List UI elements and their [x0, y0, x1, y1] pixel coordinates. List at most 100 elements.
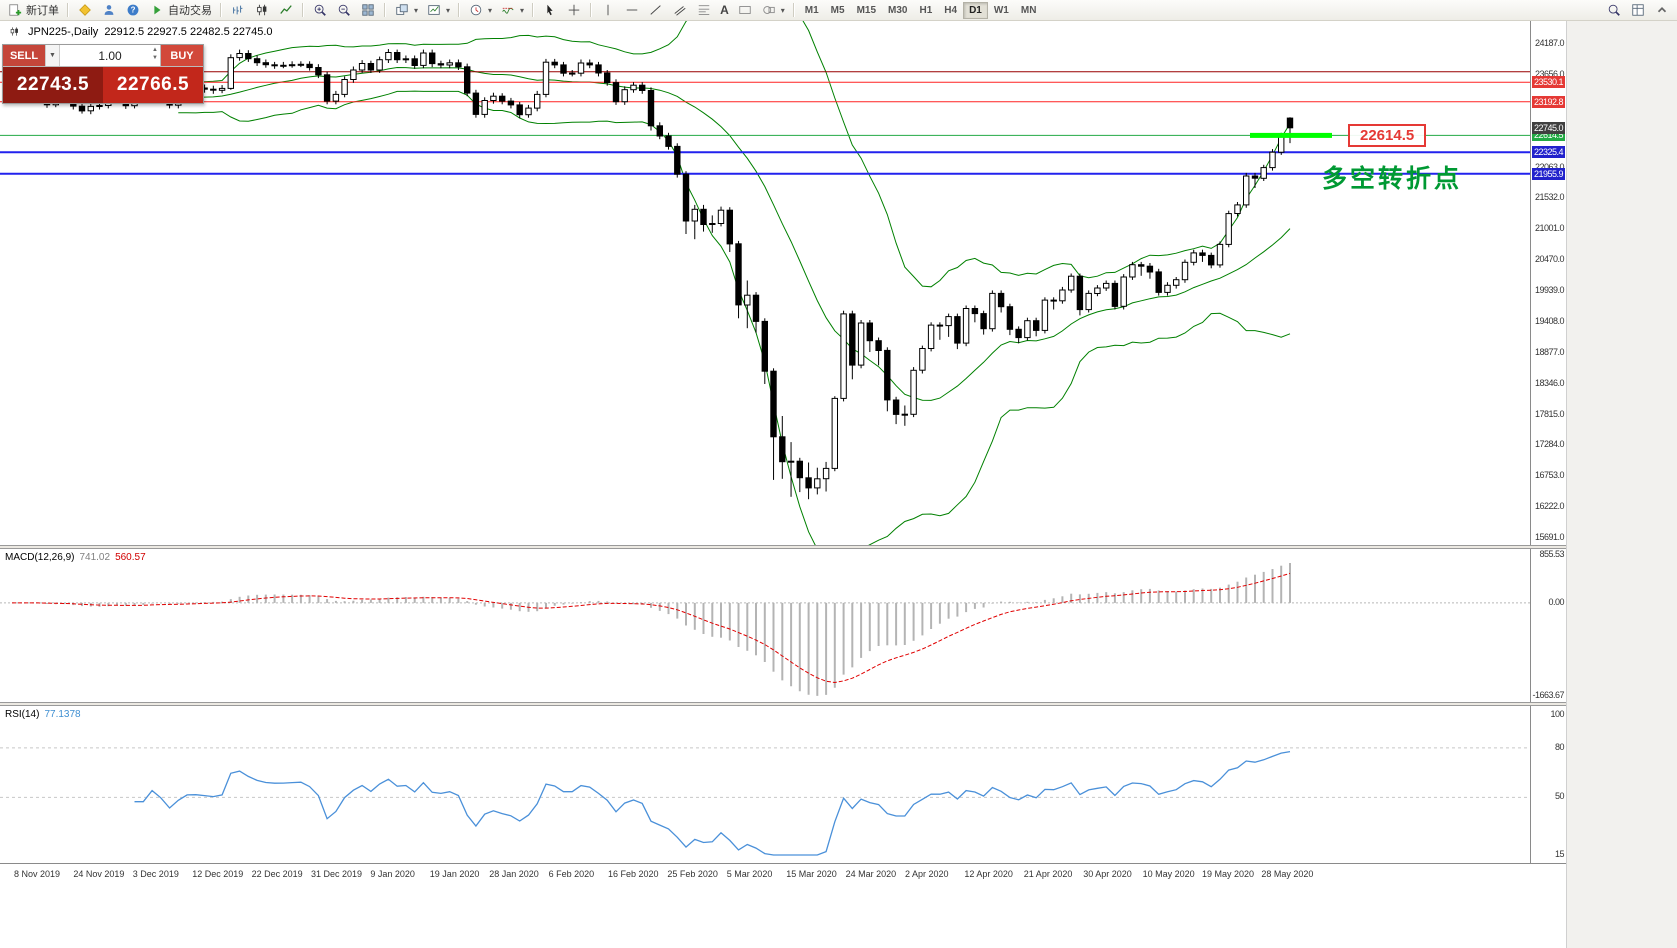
price-line-flag: 21955.9 — [1532, 167, 1565, 180]
timeframe-m1-button[interactable]: M1 — [799, 2, 825, 19]
rsi-label: RSI(14) 77.1378 — [5, 709, 81, 720]
turning-point-annotation[interactable]: 多空转折点 — [1322, 165, 1463, 193]
search-button[interactable] — [1602, 1, 1626, 19]
candle — [1190, 249, 1197, 266]
vertical-line-tool-button[interactable] — [596, 1, 620, 19]
help-icon: ? — [125, 3, 141, 18]
tile-windows-icon — [360, 3, 376, 18]
buy-button[interactable]: BUY — [160, 45, 203, 66]
timeframe-m30-button[interactable]: M30 — [882, 2, 913, 19]
candle — [1251, 172, 1259, 188]
zoom-in-button[interactable] — [308, 1, 332, 19]
timeframe-mn-button[interactable]: MN — [1015, 2, 1043, 19]
timeframe-h1-button[interactable]: H1 — [913, 2, 938, 19]
rsi-canvas[interactable] — [0, 706, 1530, 863]
timeframe-h4-button[interactable]: H4 — [938, 2, 963, 19]
date-label: 6 Feb 2020 — [548, 869, 595, 879]
highlight-segment[interactable] — [1250, 132, 1332, 138]
candle — [779, 416, 786, 479]
line-chart-mode-button[interactable] — [274, 1, 298, 19]
dropdown-caret: ▾ — [488, 5, 493, 15]
main-toolbar: 新订单 ? 自动交易 ▾ ▾ ▾ ▾ A ▾ M1 M5 M15 M30 H1 … — [0, 0, 1677, 21]
crosshair-tool-button[interactable] — [562, 1, 586, 19]
label-tool-button[interactable] — [733, 1, 757, 19]
timeframe-m5-button[interactable]: M5 — [825, 2, 851, 19]
zoom-out-icon — [336, 3, 352, 18]
timeframe-w1-button[interactable]: W1 — [988, 2, 1015, 19]
toolbar-separator — [384, 3, 386, 17]
candle — [980, 310, 987, 335]
date-axis[interactable]: 8 Nov 2019 24 Nov 2019 3 Dec 2019 12 Dec 20… — [0, 863, 1566, 884]
candle — [639, 82, 646, 94]
toolbar-separator — [302, 3, 304, 17]
period-button[interactable]: ▾ — [464, 1, 496, 19]
candle — [997, 290, 1005, 313]
date-label: 19 May 2020 — [1202, 869, 1255, 879]
candle — [376, 56, 383, 73]
horizontal-line-tool-button[interactable] — [620, 1, 644, 19]
text-tool-button[interactable]: A — [716, 1, 733, 19]
candle — [1050, 297, 1057, 310]
candle — [989, 290, 996, 332]
dropdown-caret: ▾ — [414, 5, 419, 15]
order-type-dropdown[interactable]: ▼ — [45, 45, 60, 66]
cursor-tool-button[interactable] — [538, 1, 562, 19]
fibonacci-tool-button[interactable] — [692, 1, 716, 19]
bar-chart-mode-button[interactable] — [226, 1, 250, 19]
shapes-tool-button[interactable]: ▾ — [757, 1, 789, 19]
chart-window[interactable]: 24187.023656.023125.022594.022063.021532… — [0, 21, 1566, 948]
candle-chart-mode-button[interactable] — [250, 1, 274, 19]
trade-panel-controls: SELL ▼ ▲▼ BUY — [3, 45, 203, 67]
price-tick: 18877.0 — [1534, 346, 1565, 357]
price-callout-box[interactable]: 22614.5 — [1348, 124, 1427, 147]
candle — [709, 215, 716, 233]
channel-tool-button[interactable] — [668, 1, 692, 19]
favorites-button[interactable] — [73, 1, 97, 19]
candle — [394, 49, 401, 63]
diamond-icon — [77, 3, 93, 18]
toolbar-separator — [458, 3, 461, 17]
candle — [1155, 268, 1162, 296]
candle — [78, 103, 86, 114]
horizontal-line-icon — [624, 3, 640, 18]
cascade-windows-button[interactable]: ▾ — [390, 1, 422, 19]
date-label: 24 Nov 2019 — [73, 869, 125, 879]
new-order-button[interactable]: 新订单 — [3, 1, 63, 19]
lot-size-input[interactable] — [60, 47, 160, 64]
help-button[interactable]: ? — [121, 1, 145, 19]
new-order-label: 新订单 — [26, 5, 59, 17]
data-window-button[interactable] — [1626, 1, 1650, 19]
zoom-out-button[interactable] — [332, 1, 356, 19]
new-chart-button[interactable]: ▾ — [422, 1, 454, 19]
pane-separator[interactable] — [0, 545, 1566, 549]
trendline-tool-button[interactable] — [644, 1, 668, 19]
date-label: 3 Dec 2019 — [132, 869, 179, 879]
price-axis[interactable]: 24187.023656.023125.022594.022063.021532… — [1530, 21, 1566, 863]
vertical-line-icon — [600, 3, 616, 18]
candle — [665, 132, 672, 150]
date-label: 28 Jan 2020 — [489, 869, 539, 879]
candle — [341, 76, 348, 98]
timeframe-d1-button[interactable]: D1 — [963, 1, 988, 19]
chart-symbol-icon — [6, 24, 22, 39]
autotrading-button[interactable]: 自动交易 — [145, 1, 216, 19]
buy-price-display[interactable]: 22766.5 — [103, 67, 203, 103]
lot-spinner[interactable]: ▲ ▼ — [152, 47, 158, 62]
candle — [682, 171, 690, 234]
macd-canvas[interactable] — [0, 549, 1530, 702]
main-chart-canvas[interactable] — [0, 21, 1530, 545]
indicators-button[interactable]: ▾ — [496, 1, 528, 19]
candle — [884, 347, 891, 412]
collapse-toolbar-button[interactable] — [1650, 1, 1674, 19]
candle — [612, 79, 620, 105]
sell-price-display[interactable]: 22743.5 — [3, 67, 103, 103]
candle — [534, 90, 541, 112]
tile-windows-button[interactable] — [356, 1, 380, 19]
svg-text:?: ? — [131, 6, 136, 15]
timeframe-m15-button[interactable]: M15 — [851, 2, 882, 19]
pane-separator[interactable] — [0, 702, 1566, 706]
candle — [262, 59, 270, 68]
price-tick: 20470.0 — [1534, 254, 1565, 265]
community-button[interactable] — [97, 1, 121, 19]
sell-button[interactable]: SELL — [3, 45, 45, 66]
